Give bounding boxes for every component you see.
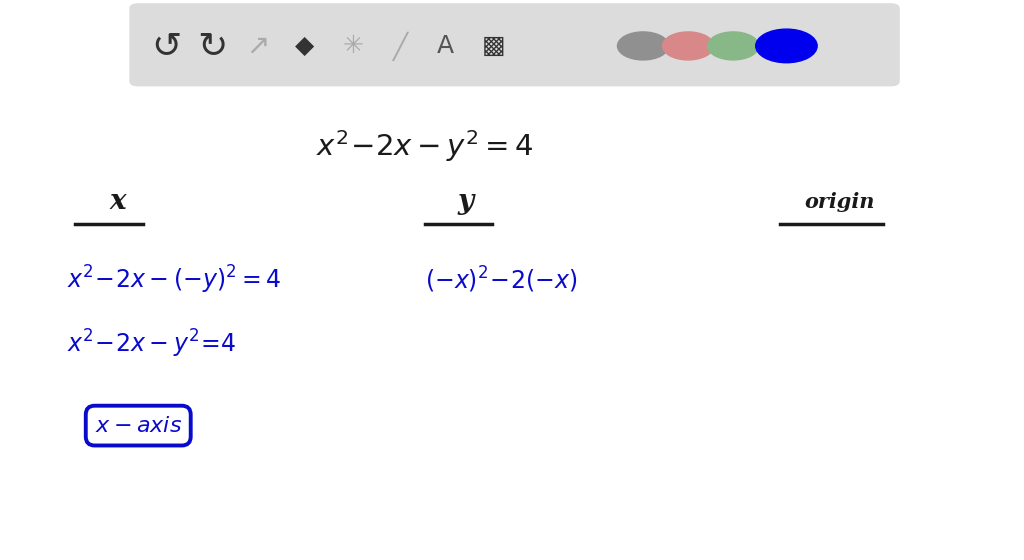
Text: $(-x)^2\!-\!2(-x)$: $(-x)^2\!-\!2(-x)$ — [425, 265, 578, 295]
Text: $x^2\!-\!2x - y^2 = 4$: $x^2\!-\!2x - y^2 = 4$ — [316, 128, 534, 164]
Circle shape — [663, 32, 714, 60]
Circle shape — [708, 32, 759, 60]
Text: ╱: ╱ — [392, 31, 407, 60]
Text: ↗: ↗ — [247, 32, 269, 60]
Text: $x^2\!-\!2x - y^2\!=\!4$: $x^2\!-\!2x - y^2\!=\!4$ — [67, 328, 237, 361]
Text: ✳: ✳ — [343, 34, 364, 58]
Text: $x^2\!-\!2x - (-y)^2 = 4$: $x^2\!-\!2x - (-y)^2 = 4$ — [67, 264, 282, 296]
Text: A: A — [437, 34, 454, 58]
Text: ▩: ▩ — [481, 34, 506, 58]
FancyBboxPatch shape — [130, 4, 899, 86]
Text: y: y — [458, 188, 474, 215]
Text: $x - axis$: $x - axis$ — [94, 414, 182, 437]
Text: ↺: ↺ — [151, 29, 181, 63]
Text: origin: origin — [805, 192, 874, 212]
Circle shape — [756, 29, 817, 63]
Circle shape — [617, 32, 669, 60]
Text: x: x — [110, 188, 126, 215]
Text: ◆: ◆ — [295, 34, 313, 58]
Text: ↻: ↻ — [197, 29, 227, 63]
